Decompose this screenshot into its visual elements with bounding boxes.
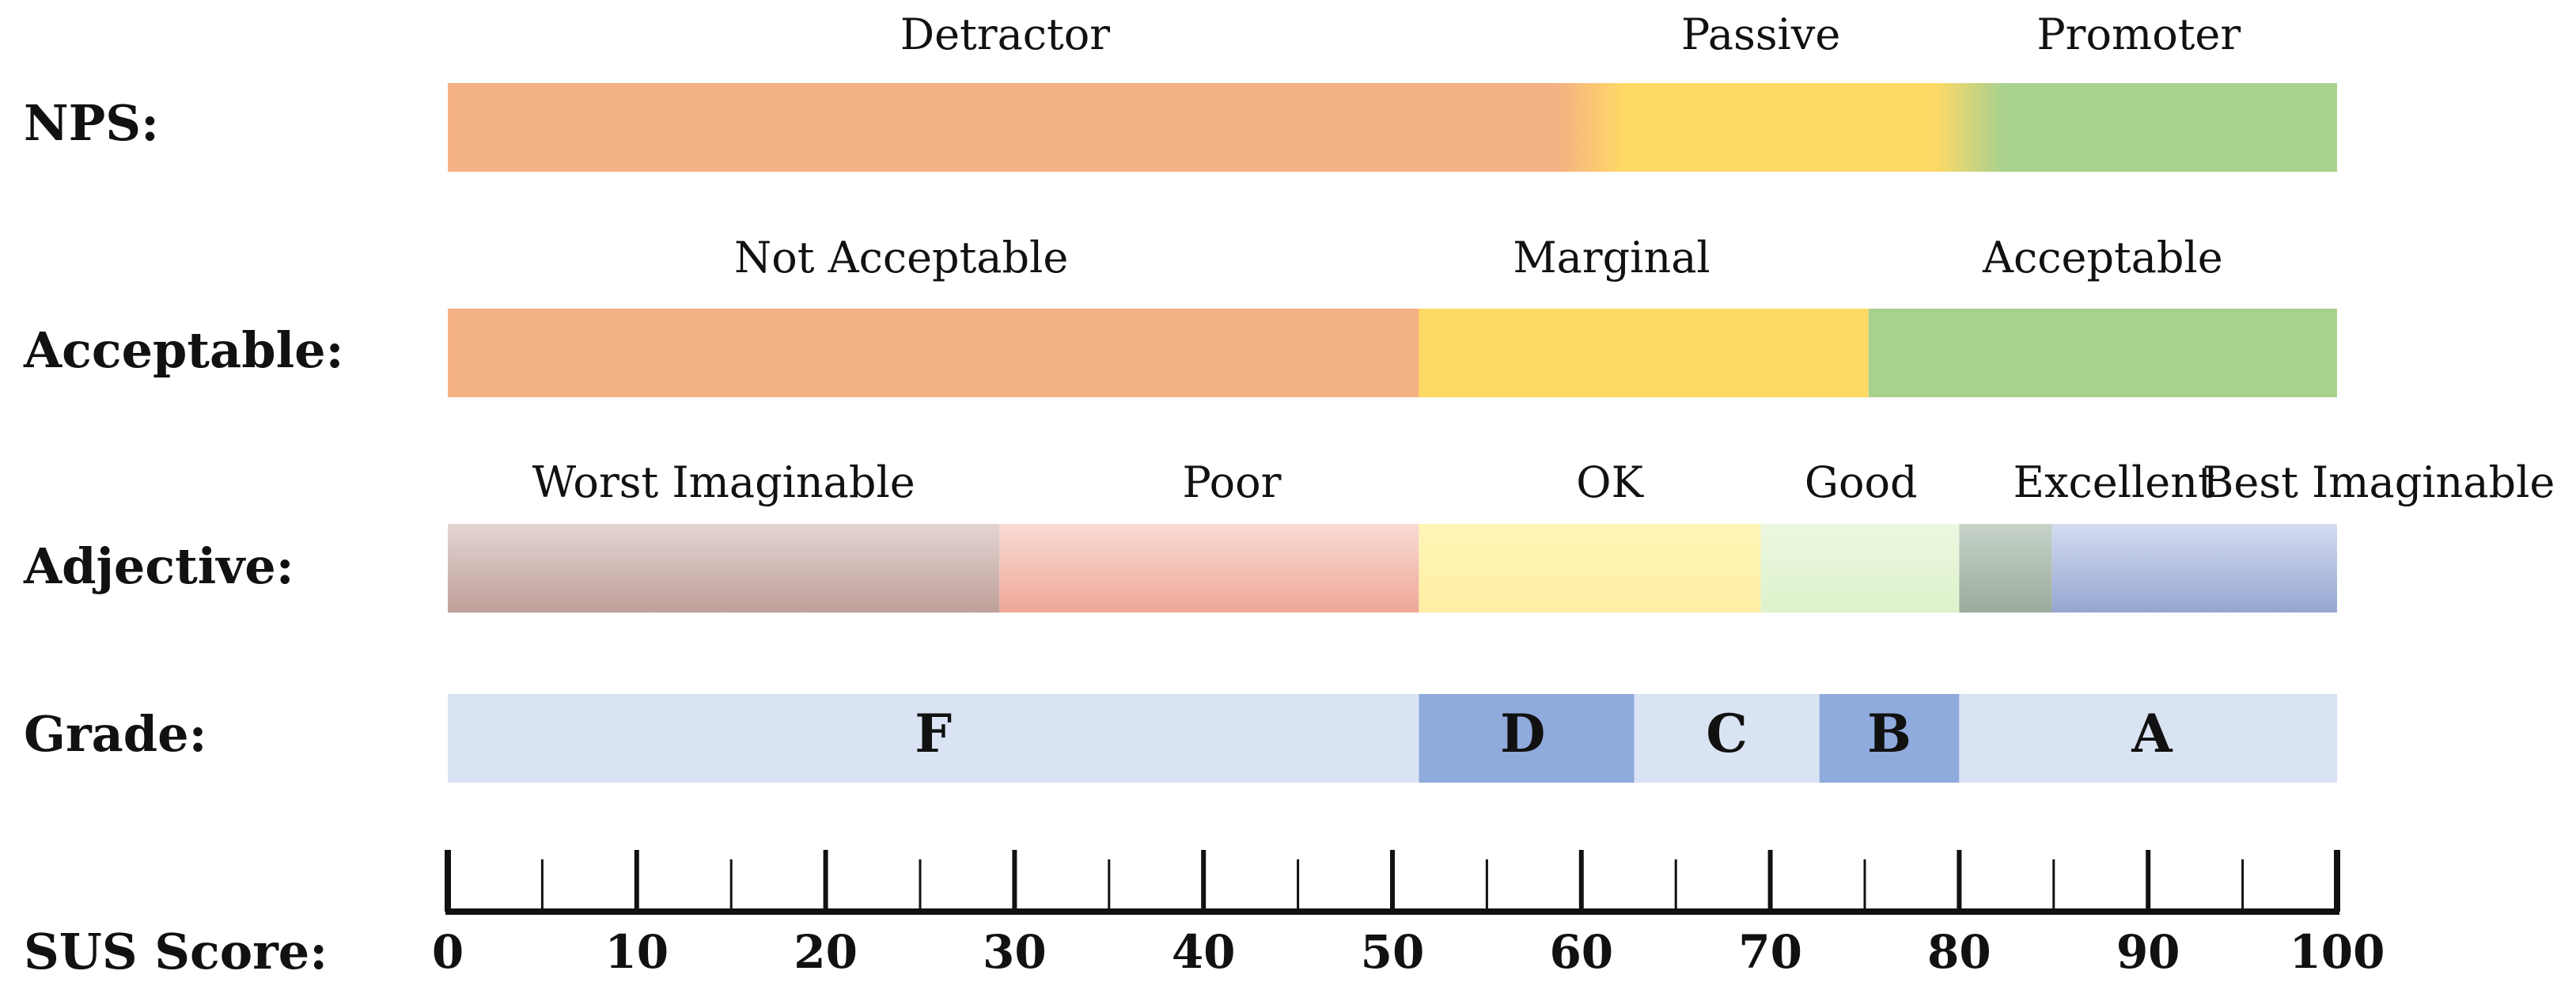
segment-adjective-good (1760, 524, 1960, 612)
segment-acceptable-acceptable (1868, 309, 2337, 397)
segment-label-adjective-good: Good (1805, 457, 1918, 507)
segment-label-acceptable-marginal: Marginal (1513, 233, 1710, 283)
row-label-nps: NPS: (24, 94, 159, 152)
segment-label-nps-detractor: Detractor (900, 9, 1110, 59)
segment-acceptable-marginal (1419, 309, 1869, 397)
labels-layer: NPS: Detractor Passive Promoter Acceptable: N… (23, 9, 2555, 764)
segment-label-nps-promoter: Promoter (2036, 9, 2241, 59)
segment-grade-c (1634, 694, 1820, 783)
tick-label-100: 100 (2289, 925, 2385, 979)
segment-grade-d (1419, 694, 1635, 783)
tick-label-40: 40 (1172, 925, 1236, 979)
segment-label-adjective-best-imaginable: Best Imaginable (2203, 457, 2555, 507)
row-label-adjective: Adjective: (23, 537, 294, 595)
sus-axis: 0 10 20 30 40 50 60 70 80 90 100 SUS Score: (24, 850, 2385, 980)
bars-layer (448, 83, 2337, 783)
tick-label-10: 10 (604, 925, 669, 979)
segment-label-acceptable-not-acceptable: Not Acceptable (734, 233, 1068, 283)
segment-grade-f (448, 694, 1419, 783)
axis-title-sus-score: SUS Score: (24, 923, 328, 980)
segment-adjective-worst-imaginable (448, 524, 1000, 612)
segment-label-adjective-ok: OK (1576, 457, 1644, 507)
segment-adjective-poor (999, 524, 1419, 612)
segment-label-nps-passive: Passive (1681, 9, 1840, 59)
segment-label-adjective-poor: Poor (1183, 457, 1282, 507)
tick-label-0: 0 (432, 925, 464, 979)
segment-adjective-best-imaginable (2051, 524, 2337, 612)
tick-label-20: 20 (794, 925, 858, 979)
tick-label-60: 60 (1549, 925, 1613, 979)
row-label-acceptable: Acceptable: (23, 321, 343, 379)
bar-nps (448, 83, 2337, 172)
segment-label-acceptable-acceptable: Acceptable (1982, 233, 2223, 283)
segment-grade-b (1819, 694, 1960, 783)
segment-grade-a (1959, 694, 2337, 783)
tick-label-70: 70 (1738, 925, 1802, 979)
row-label-grade: Grade: (24, 705, 206, 763)
segment-label-adjective-excellent: Excellent (2013, 457, 2215, 507)
segment-label-adjective-worst-imaginable: Worst Imaginable (532, 457, 915, 507)
segment-label-grade-b: B (1867, 703, 1911, 764)
tick-label-50: 50 (1361, 925, 1425, 979)
segment-label-grade-d: D (1500, 703, 1545, 764)
tick-label-80: 80 (1927, 925, 1991, 979)
segment-label-grade-c: C (1706, 703, 1748, 764)
tick-label-90: 90 (2116, 925, 2180, 979)
tick-label-30: 30 (983, 925, 1047, 979)
segment-label-grade-f: F (915, 703, 952, 764)
segment-adjective-ok (1419, 524, 1761, 612)
segment-acceptable-not-acceptable (448, 309, 1419, 397)
segment-adjective-excellent (1959, 524, 2052, 612)
segment-label-grade-a: A (2131, 703, 2173, 764)
